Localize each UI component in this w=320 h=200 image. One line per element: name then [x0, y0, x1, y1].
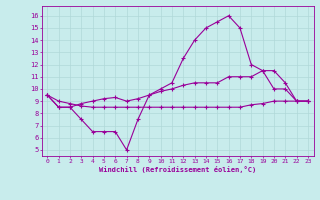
X-axis label: Windchill (Refroidissement éolien,°C): Windchill (Refroidissement éolien,°C): [99, 166, 256, 173]
